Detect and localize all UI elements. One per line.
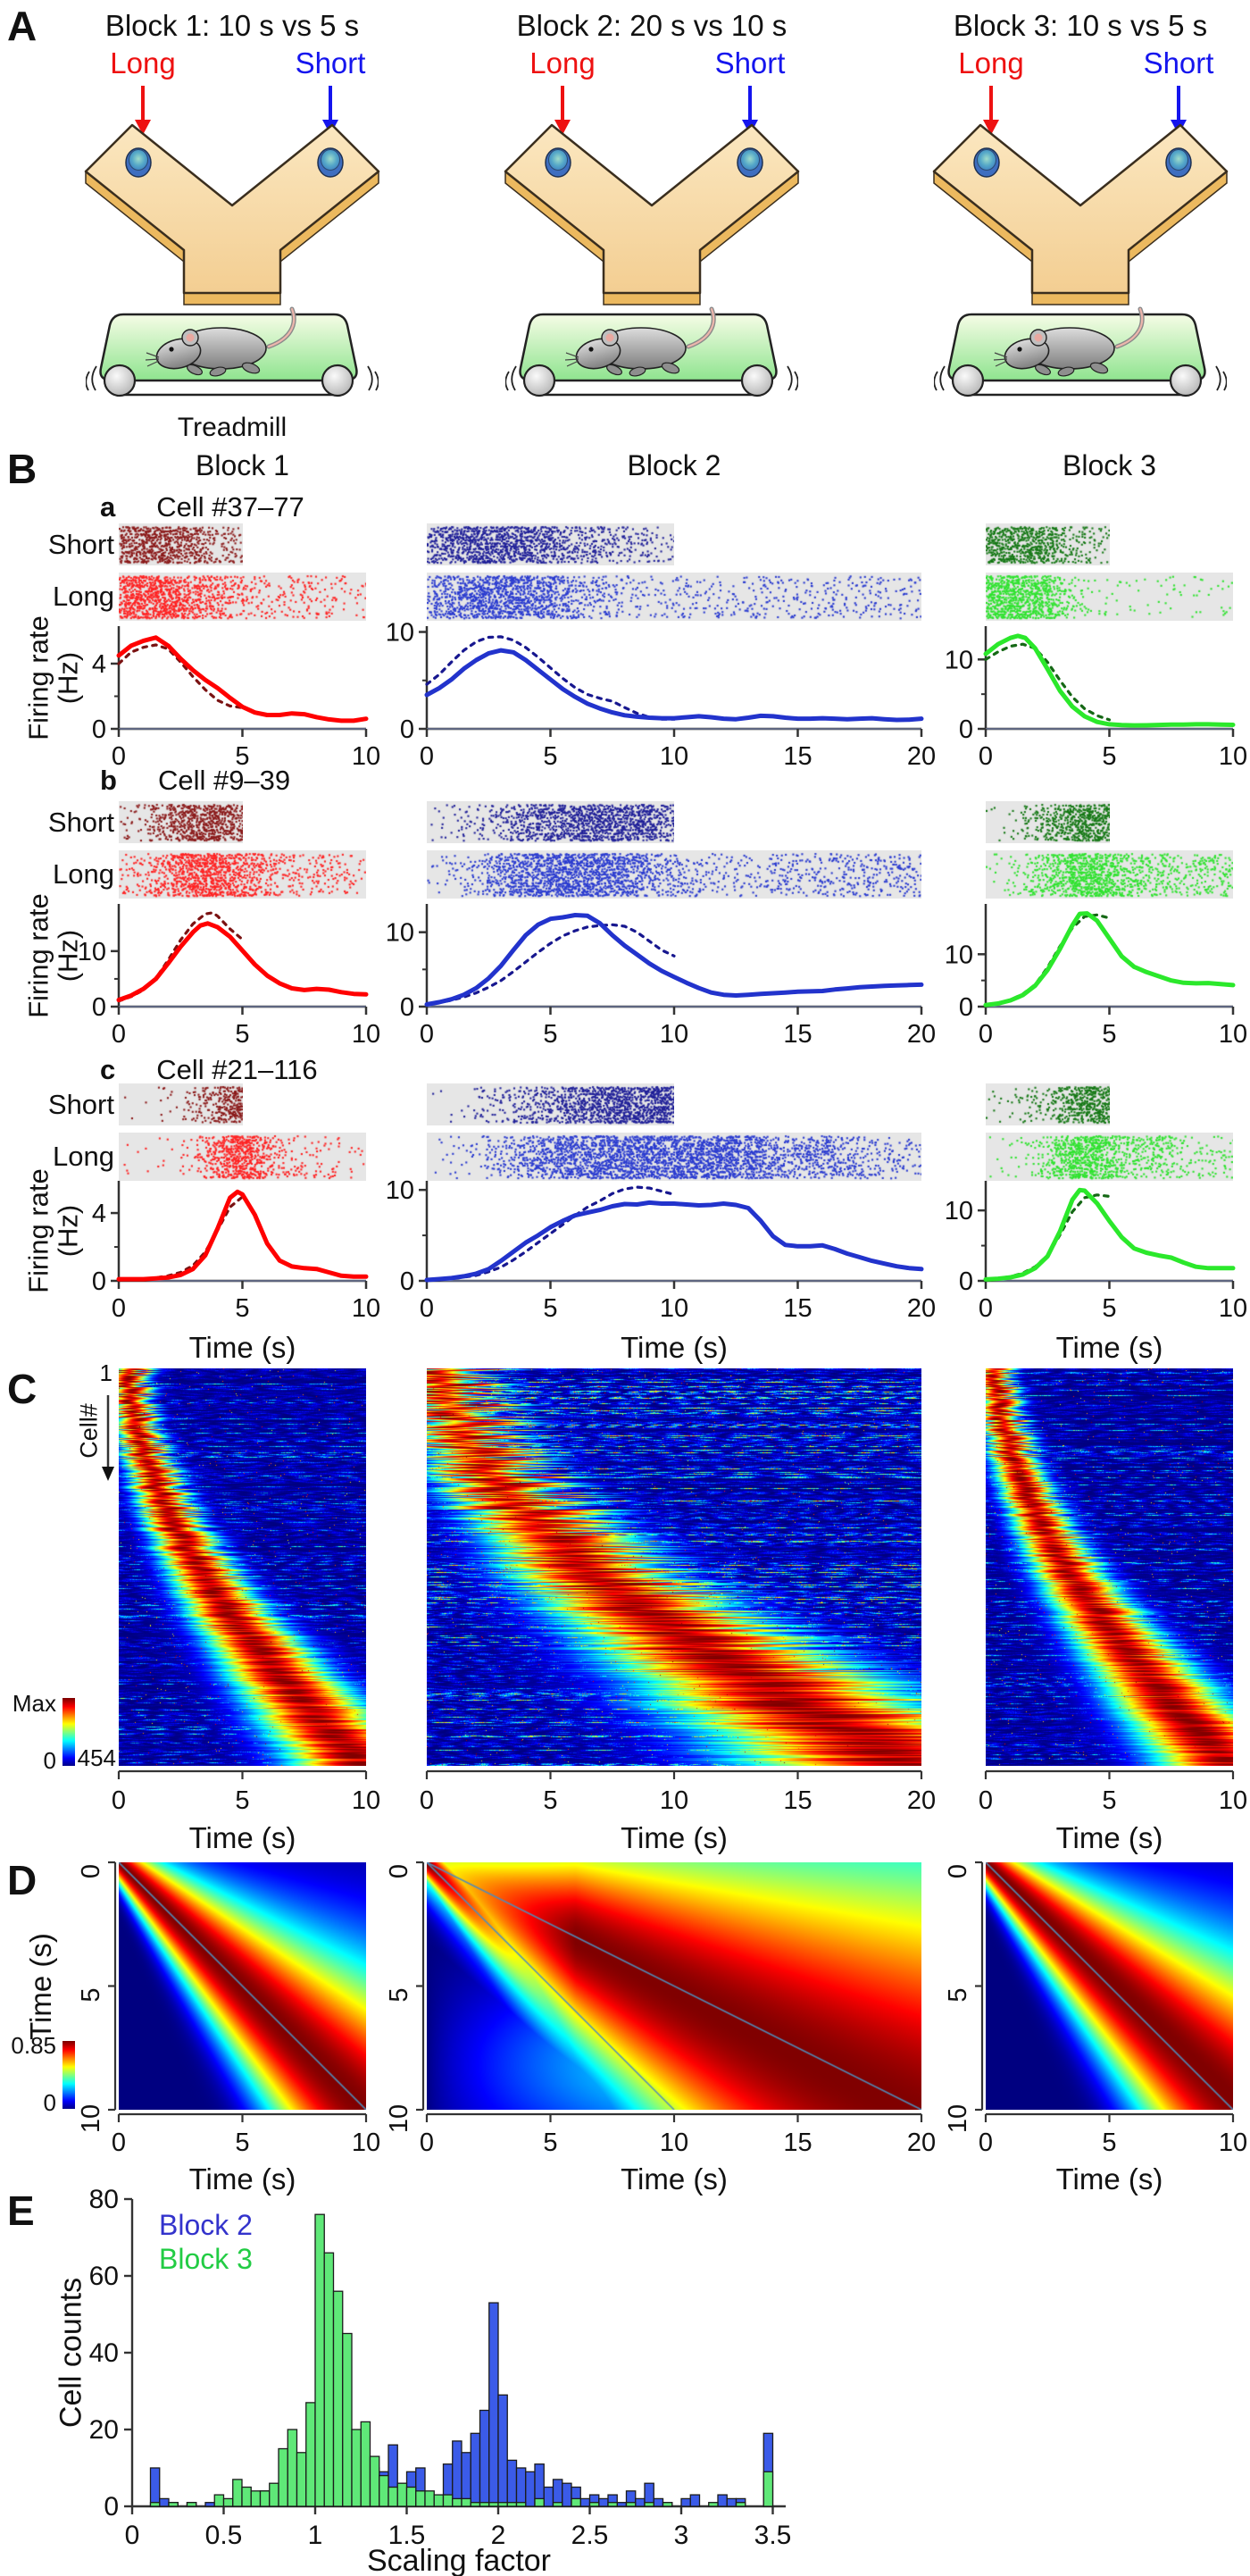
panel-b-label: B [7, 446, 38, 492]
short-trials-raster-c-block2 [427, 1083, 674, 1125]
reward-cup-short [317, 147, 344, 178]
maze-block-title: Block 3: 10 s vs 5 s [953, 9, 1208, 42]
mouse-icon [564, 306, 716, 377]
long-arm-label: Long [958, 46, 1024, 79]
short-arm-label: Short [714, 46, 786, 79]
cell-row-header: c Cell #21–116 [100, 1054, 318, 1086]
colorbar-d [62, 2041, 75, 2109]
long-trials-raster-c-block2 [427, 1133, 921, 1181]
cell-row-header: b Cell #9–39 [100, 765, 290, 797]
row-tag: a [100, 491, 116, 523]
short-arm-label: Short [1143, 46, 1214, 79]
reward-cup-short [1165, 147, 1192, 178]
maze-block: Block 3: 10 s vs 5 s Long Short [902, 0, 1250, 451]
panel-e-label: E [7, 2187, 35, 2234]
short-trials-raster-b-block3 [986, 801, 1110, 843]
cell-id-label: Cell #37–77 [156, 491, 304, 523]
sequence-heatmap-block2 [427, 1368, 921, 1766]
colorbar-c [62, 1698, 75, 1766]
reward-cup-short [737, 147, 763, 178]
block-header-2: Block 2 [627, 449, 721, 481]
long-trials-raster-c-block1 [119, 1133, 366, 1181]
short-raster-label: Short [47, 529, 114, 560]
firing-rate-axis-label: Firing rate (Hz) [22, 615, 84, 740]
panel-a-maze-diagrams: Block 1: 10 s vs 5 s Long Short [0, 0, 1250, 451]
y-maze-icon [84, 123, 380, 305]
reward-cup-long [545, 147, 571, 178]
short-trials-raster-c-block1 [119, 1083, 243, 1125]
long-trials-raster-b-block3 [986, 850, 1233, 899]
treadmill-icon [934, 306, 1227, 397]
cell-id-label: Cell #21–116 [156, 1054, 318, 1085]
short-arm-label: Short [295, 46, 366, 79]
maze-block-title: Block 1: 10 s vs 5 s [104, 9, 360, 42]
maze-block: Block 1: 10 s vs 5 s Long Short [54, 0, 411, 451]
short-raster-label: Short [47, 807, 114, 838]
sequence-heatmap-block1 [119, 1368, 366, 1766]
long-raster-label: Long [53, 1141, 114, 1172]
panel-d-label: D [7, 1857, 38, 1903]
long-arm-label: Long [529, 46, 596, 79]
mouse-icon [145, 306, 296, 377]
short-trials-raster-c-block3 [986, 1083, 1110, 1125]
d-y-axis-label: Time (s) [24, 1932, 57, 2040]
maze-block: Block 2: 20 s vs 10 s Long Short [473, 0, 830, 451]
short-trials-raster-a-block1 [119, 523, 243, 565]
short-raster-label: Short [47, 1089, 114, 1120]
hist-y-axis-label: Cell counts [54, 2277, 88, 2429]
short-trials-raster-b-block2 [427, 801, 674, 843]
panel-a-label: A [7, 3, 38, 49]
y-maze-icon [932, 123, 1229, 305]
block-header-3: Block 3 [1062, 449, 1156, 481]
treadmill-icon [86, 306, 379, 397]
long-trials-raster-a-block2 [427, 573, 921, 621]
crosscorr-heatmap-block3 [986, 1862, 1233, 2110]
long-raster-label: Long [53, 858, 114, 890]
crosscorr-heatmap-block2 [427, 1862, 921, 2110]
firing-rate-axis-label: Firing rate (Hz) [22, 892, 84, 1018]
reward-cup-long [973, 147, 1000, 178]
long-trials-raster-c-block3 [986, 1133, 1233, 1181]
sequence-heatmap-block3 [986, 1368, 1233, 1766]
y-maze-icon [504, 123, 800, 305]
mouse-icon [993, 306, 1145, 377]
block-header-1: Block 1 [196, 449, 289, 481]
long-arrow-icon [135, 86, 151, 135]
reward-cup-long [125, 147, 152, 178]
long-arrow-icon [983, 86, 999, 135]
long-trials-raster-a-block3 [986, 573, 1233, 621]
short-trials-raster-b-block1 [119, 801, 243, 843]
short-trials-raster-a-block3 [986, 523, 1110, 565]
short-trials-raster-a-block2 [427, 523, 674, 565]
firing-rate-axis-label: Firing rate (Hz) [22, 1168, 84, 1293]
treadmill-icon [505, 306, 798, 397]
panel-c-label: C [7, 1366, 38, 1412]
long-raster-label: Long [53, 581, 114, 612]
crosscorr-heatmap-block1 [119, 1862, 366, 2110]
long-arrow-icon [554, 86, 571, 135]
treadmill-caption: Treadmill [177, 413, 288, 442]
maze-block-title: Block 2: 20 s vs 10 s [516, 9, 788, 42]
long-arm-label: Long [110, 46, 176, 79]
long-trials-raster-b-block1 [119, 850, 366, 899]
cell-row-header: a Cell #37–77 [100, 491, 304, 523]
long-trials-raster-a-block1 [119, 573, 366, 621]
cell-id-label: Cell #9–39 [157, 765, 291, 796]
long-trials-raster-b-block2 [427, 850, 921, 899]
row-tag: b [100, 765, 117, 796]
cell-number-axis-label: Cell# [75, 1403, 103, 1459]
row-tag: c [100, 1054, 116, 1085]
